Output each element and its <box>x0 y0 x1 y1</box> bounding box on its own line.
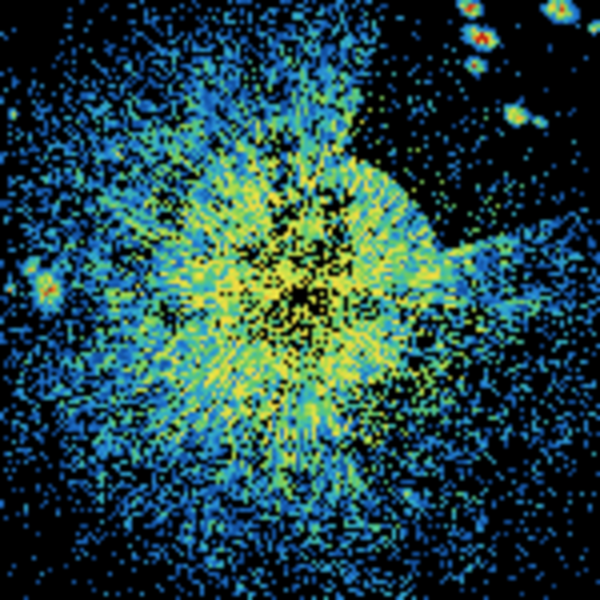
radar-display <box>0 0 600 600</box>
radar-ppi-canvas <box>0 0 600 600</box>
